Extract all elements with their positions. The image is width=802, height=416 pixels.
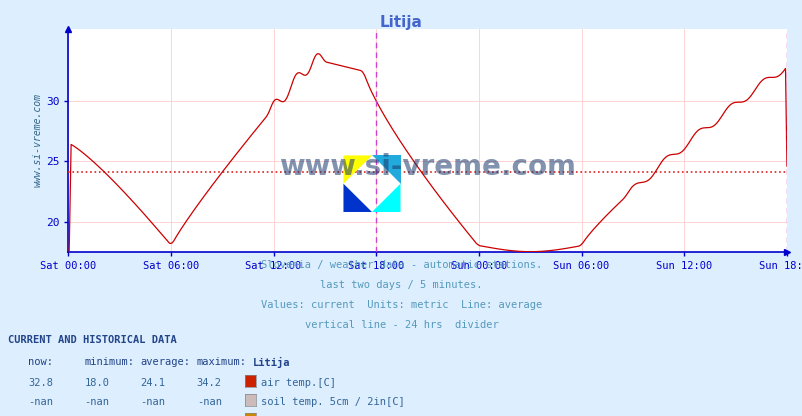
Text: Values: current  Units: metric  Line: average: Values: current Units: metric Line: aver… — [261, 300, 541, 310]
Text: -nan: -nan — [84, 397, 109, 407]
Text: 24.1: 24.1 — [140, 378, 165, 388]
Text: 32.8: 32.8 — [28, 378, 53, 388]
Text: maximum:: maximum: — [196, 357, 246, 366]
Text: air temp.[C]: air temp.[C] — [261, 378, 335, 388]
Text: average:: average: — [140, 357, 190, 366]
Text: CURRENT AND HISTORICAL DATA: CURRENT AND HISTORICAL DATA — [8, 335, 176, 345]
Text: now:: now: — [28, 357, 53, 366]
Text: vertical line - 24 hrs  divider: vertical line - 24 hrs divider — [304, 320, 498, 330]
Text: Litija: Litija — [253, 357, 290, 368]
Text: -nan: -nan — [140, 397, 165, 407]
Polygon shape — [343, 184, 371, 212]
Text: Slovenia / weather data - automatic stations.: Slovenia / weather data - automatic stat… — [261, 260, 541, 270]
Text: -nan: -nan — [196, 397, 221, 407]
Text: -nan: -nan — [28, 397, 53, 407]
Text: soil temp. 5cm / 2in[C]: soil temp. 5cm / 2in[C] — [261, 397, 404, 407]
Text: 34.2: 34.2 — [196, 378, 221, 388]
Polygon shape — [343, 156, 371, 184]
Text: last two days / 5 minutes.: last two days / 5 minutes. — [320, 280, 482, 290]
Text: Litija: Litija — [379, 15, 423, 30]
Polygon shape — [371, 184, 400, 212]
Polygon shape — [371, 156, 400, 184]
Text: www.si-vreme.com: www.si-vreme.com — [279, 153, 575, 181]
Y-axis label: www.si-vreme.com: www.si-vreme.com — [33, 94, 43, 187]
Text: 18.0: 18.0 — [84, 378, 109, 388]
Text: minimum:: minimum: — [84, 357, 134, 366]
